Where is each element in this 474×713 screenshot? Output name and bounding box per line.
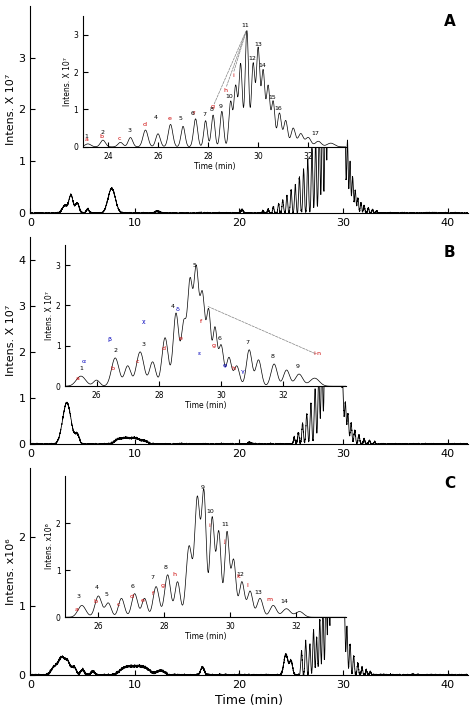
Y-axis label: Intens. X 10⁷: Intens. X 10⁷ xyxy=(6,74,16,145)
Text: B: B xyxy=(444,245,456,260)
Y-axis label: Intens. x10⁶: Intens. x10⁶ xyxy=(6,538,16,605)
Text: A: A xyxy=(444,14,456,29)
X-axis label: Time (min): Time (min) xyxy=(215,694,283,707)
Y-axis label: Intens. X 10⁷: Intens. X 10⁷ xyxy=(6,305,16,376)
Text: C: C xyxy=(444,476,456,491)
